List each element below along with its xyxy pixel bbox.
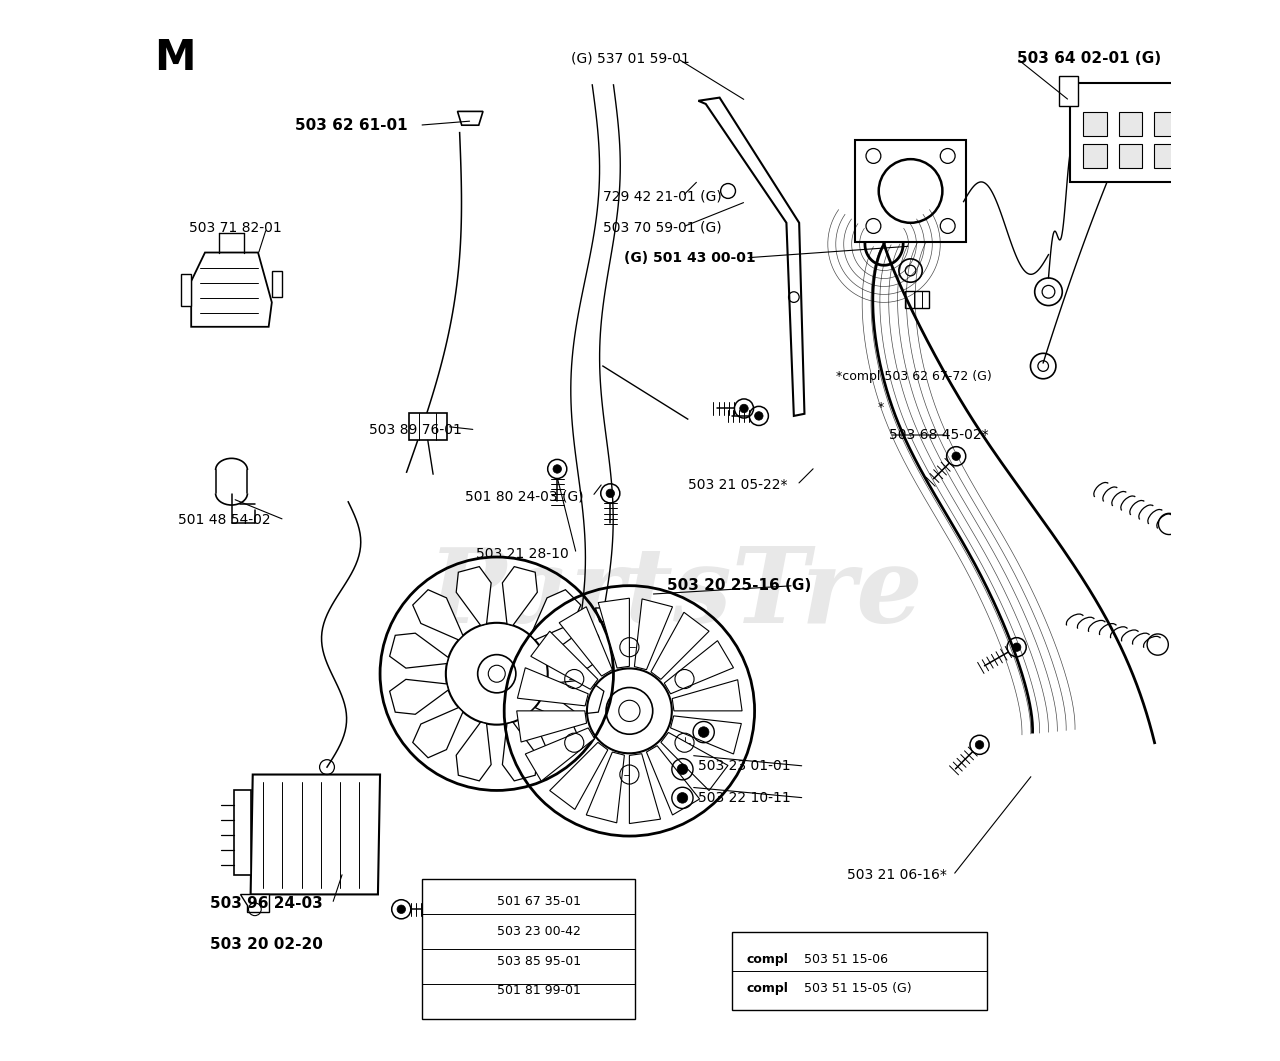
Polygon shape — [545, 633, 604, 668]
Polygon shape — [525, 728, 594, 781]
Text: 729 42 21-01 (G): 729 42 21-01 (G) — [603, 189, 722, 204]
Text: 503 51 15-06: 503 51 15-06 — [804, 953, 888, 966]
Polygon shape — [699, 98, 804, 416]
Text: 503 20 02-20: 503 20 02-20 — [210, 937, 323, 952]
Text: 503 21 05-22*: 503 21 05-22* — [687, 477, 787, 492]
Text: PartsTre: PartsTre — [428, 543, 923, 645]
Circle shape — [397, 905, 406, 914]
Text: 503 89 76-01: 503 89 76-01 — [370, 422, 462, 437]
Text: 503 85 95-01: 503 85 95-01 — [497, 955, 581, 968]
Polygon shape — [652, 612, 709, 679]
Text: *: * — [878, 401, 884, 414]
Bar — [1083, 144, 1107, 168]
Polygon shape — [412, 590, 463, 640]
Text: 503 71 82-01: 503 71 82-01 — [189, 221, 282, 236]
Text: M: M — [154, 37, 196, 80]
Polygon shape — [664, 641, 733, 694]
Polygon shape — [660, 732, 728, 790]
Text: 503 64 02-01 (G): 503 64 02-01 (G) — [1016, 51, 1161, 66]
Polygon shape — [456, 723, 492, 781]
Polygon shape — [545, 679, 604, 714]
Polygon shape — [517, 667, 589, 706]
Polygon shape — [457, 111, 483, 125]
Text: 503 23 00-42: 503 23 00-42 — [497, 925, 581, 938]
Polygon shape — [671, 716, 741, 754]
Text: 503 70 59-01 (G): 503 70 59-01 (G) — [603, 220, 722, 234]
Polygon shape — [630, 753, 660, 823]
Circle shape — [740, 404, 749, 413]
Text: 503 96 24-03: 503 96 24-03 — [210, 897, 323, 911]
Polygon shape — [456, 567, 492, 625]
Bar — [1179, 76, 1198, 106]
Text: 503 21 06-16*: 503 21 06-16* — [847, 868, 947, 883]
Polygon shape — [502, 567, 538, 625]
Polygon shape — [595, 608, 617, 622]
Polygon shape — [586, 752, 625, 823]
Polygon shape — [646, 746, 700, 815]
Polygon shape — [191, 253, 271, 327]
Circle shape — [975, 741, 984, 749]
Polygon shape — [412, 708, 463, 758]
Circle shape — [952, 452, 960, 460]
Circle shape — [677, 793, 687, 803]
Text: 503 68 45-02*: 503 68 45-02* — [890, 428, 989, 442]
Polygon shape — [531, 631, 598, 690]
Polygon shape — [559, 607, 612, 676]
Bar — [422, 879, 635, 1019]
Bar — [1059, 76, 1078, 106]
Text: 501 67 35-01: 501 67 35-01 — [497, 895, 581, 908]
Polygon shape — [672, 680, 742, 711]
Polygon shape — [530, 708, 581, 758]
Text: 501 48 54-02: 501 48 54-02 — [178, 512, 271, 527]
Polygon shape — [549, 743, 608, 810]
Polygon shape — [598, 598, 630, 668]
Circle shape — [699, 727, 709, 737]
Text: compl: compl — [746, 982, 788, 995]
Bar — [732, 932, 987, 1010]
Circle shape — [677, 764, 687, 775]
Polygon shape — [271, 271, 283, 297]
Text: 503 21 28-10: 503 21 28-10 — [476, 546, 568, 561]
Text: 503 23 01-01: 503 23 01-01 — [699, 759, 791, 773]
Text: 503 20 25-16 (G): 503 20 25-16 (G) — [667, 578, 810, 593]
Polygon shape — [234, 790, 251, 875]
Circle shape — [553, 465, 562, 473]
Bar — [905, 291, 928, 308]
Polygon shape — [389, 679, 448, 714]
Polygon shape — [502, 723, 538, 781]
Bar — [1119, 112, 1142, 136]
Text: 501 81 99-01: 501 81 99-01 — [497, 985, 581, 997]
Text: 501 80 24-03 (G): 501 80 24-03 (G) — [465, 489, 584, 504]
Bar — [855, 140, 965, 242]
Text: (G) 501 43 00-01: (G) 501 43 00-01 — [625, 250, 755, 265]
Text: 503 51 15-05 (G): 503 51 15-05 (G) — [804, 982, 913, 995]
Bar — [1153, 112, 1176, 136]
Bar — [408, 413, 447, 440]
Polygon shape — [517, 711, 586, 742]
Text: 503 62 61-01: 503 62 61-01 — [296, 118, 408, 133]
Text: (G) 537 01 59-01: (G) 537 01 59-01 — [571, 51, 690, 66]
Text: *compl 503 62 67-72 (G): *compl 503 62 67-72 (G) — [836, 370, 992, 383]
Polygon shape — [241, 894, 269, 912]
Bar — [1083, 112, 1107, 136]
Circle shape — [1012, 643, 1021, 651]
Polygon shape — [530, 590, 581, 640]
Polygon shape — [389, 633, 448, 668]
Bar — [1153, 144, 1176, 168]
Polygon shape — [635, 598, 672, 669]
Circle shape — [605, 489, 614, 498]
Text: compl: compl — [746, 953, 788, 966]
Text: 503 22 10-11: 503 22 10-11 — [699, 790, 791, 805]
Bar — [1119, 144, 1142, 168]
Bar — [1070, 83, 1192, 182]
Polygon shape — [180, 274, 191, 306]
Polygon shape — [251, 775, 380, 894]
Circle shape — [755, 412, 763, 420]
